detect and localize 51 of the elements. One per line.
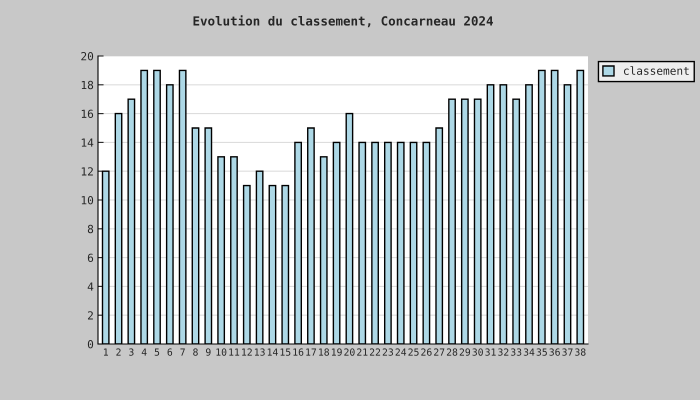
- x-tick-label: 6: [168, 348, 172, 356]
- x-tick-label: 25: [408, 348, 419, 356]
- x-tick-label: 18: [319, 348, 329, 356]
- y-tick-label: 0: [88, 340, 94, 348]
- x-tick-label: 36: [549, 348, 560, 356]
- x-tick-label: 5: [154, 348, 160, 356]
- chart-title: Evolution du classement, Concarneau 2024: [194, 15, 493, 28]
- x-tick-label: 28: [446, 348, 458, 356]
- x-tick-label: 19: [332, 348, 342, 356]
- x-tick-label: 27: [434, 348, 444, 356]
- x-tick-label: 16: [293, 348, 304, 356]
- x-tick-label: 9: [206, 348, 211, 356]
- x-tick-label: 23: [382, 348, 394, 356]
- x-tick-label: 10: [216, 348, 226, 356]
- y-tick-label: 4: [88, 282, 94, 291]
- x-tick-label: 29: [460, 348, 470, 356]
- y-tick-label: 12: [82, 167, 93, 176]
- x-tick-label: 14: [268, 348, 278, 356]
- x-tick-label: 8: [193, 348, 198, 356]
- x-tick-label: 32: [498, 348, 508, 356]
- y-tick-label: 18: [82, 80, 94, 90]
- x-tick-label: 31: [485, 348, 496, 356]
- x-tick-label: 20: [344, 348, 355, 356]
- x-tick-label: 2: [116, 348, 121, 356]
- x-tick-label: 17: [306, 348, 316, 356]
- y-tick-label: 14: [82, 138, 94, 147]
- x-tick-label: 22: [370, 348, 380, 356]
- x-tick-label: 24: [396, 348, 406, 356]
- x-tick-label: 34: [524, 348, 534, 356]
- x-tick-label: 11: [229, 348, 240, 356]
- x-tick-label: 33: [510, 348, 522, 356]
- x-tick-label: 1: [104, 348, 108, 356]
- y-tick-label: 8: [88, 224, 94, 234]
- x-tick-label: 35: [536, 348, 547, 356]
- x-tick-label: 38: [575, 348, 586, 356]
- y-tick-label: 2: [88, 311, 93, 320]
- x-tick-label: 4: [142, 348, 147, 356]
- y-tick-label: 20: [81, 52, 94, 60]
- x-tick-label: 30: [472, 348, 483, 356]
- x-tick-label: 21: [357, 348, 368, 356]
- legend-label: classement: [624, 66, 689, 75]
- y-tick-label: 6: [88, 254, 94, 262]
- x-tick-label: 12: [242, 348, 252, 356]
- x-tick-label: 13: [254, 348, 265, 356]
- x-tick-label: 37: [562, 348, 573, 356]
- x-tick-label: 3: [129, 348, 134, 356]
- x-tick-label: 15: [280, 348, 290, 356]
- y-tick-label: 16: [82, 110, 94, 118]
- x-tick-label: 7: [180, 348, 185, 356]
- x-tick-label: 26: [421, 348, 432, 356]
- y-tick-label: 10: [82, 196, 94, 204]
